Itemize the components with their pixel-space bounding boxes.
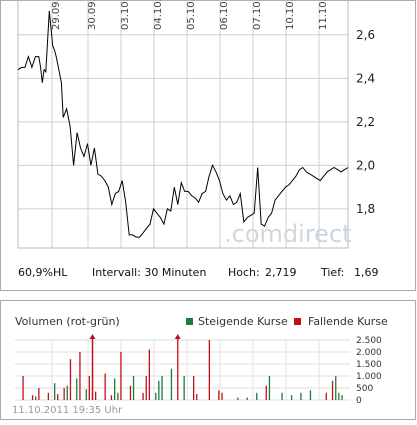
volume-bar bbox=[114, 378, 116, 400]
volume-bar bbox=[104, 373, 106, 400]
volume-bar bbox=[161, 376, 163, 400]
price-grid bbox=[18, 0, 348, 248]
date-tick: 29.09. bbox=[51, 0, 62, 30]
legend-up-swatch bbox=[186, 318, 193, 325]
volume-bar bbox=[331, 380, 334, 400]
legend-down-swatch bbox=[294, 318, 301, 325]
date-tick: 30.09. bbox=[87, 0, 98, 30]
volume-bar bbox=[290, 395, 293, 400]
volume-bar bbox=[95, 391, 97, 400]
volume-y-tick: 1.500 bbox=[356, 360, 382, 370]
volume-bar bbox=[142, 392, 144, 400]
volume-bar bbox=[35, 396, 37, 400]
volume-bar bbox=[281, 392, 283, 400]
legend-up-label: Steigende Kurse bbox=[198, 315, 288, 328]
volume-bar bbox=[38, 388, 40, 400]
high-label: Hoch: bbox=[228, 266, 260, 279]
volume-bar bbox=[110, 395, 113, 400]
volume-y-tick: 500 bbox=[356, 384, 373, 394]
volume-bar bbox=[183, 376, 185, 400]
volume-bar bbox=[218, 390, 220, 400]
volume-bar bbox=[54, 383, 56, 400]
volume-bar bbox=[335, 376, 337, 400]
volume-bars bbox=[22, 334, 343, 400]
volume-bar bbox=[309, 390, 312, 400]
volume-bar bbox=[221, 392, 223, 400]
volume-bar bbox=[132, 376, 135, 400]
volume-y-labels: 2.500 2.000 1.500 1.000 500 0 bbox=[356, 336, 382, 406]
volume-bar bbox=[69, 359, 72, 400]
volume-title: Volumen (rot-grün) bbox=[15, 315, 120, 328]
volume-bar bbox=[66, 385, 68, 400]
volume-bar bbox=[57, 394, 59, 400]
volume-bar bbox=[341, 395, 343, 400]
volume-bar bbox=[155, 392, 157, 400]
volume-bar bbox=[256, 392, 258, 400]
volume-bar bbox=[237, 397, 239, 400]
date-tick: 04.10. bbox=[153, 0, 164, 30]
date-labels: 29.09. 30.09. 03.10. 04.10. 05.10. 06.10. 07.1… bbox=[51, 0, 329, 30]
timestamp: 11.10.2011 19:35 Uhr bbox=[12, 405, 123, 416]
range-label: 60,9%HL bbox=[18, 266, 68, 279]
volume-y-tick: 1.000 bbox=[356, 372, 382, 382]
volume-bar bbox=[117, 392, 119, 400]
price-panel-frame bbox=[0, 0, 416, 291]
volume-bar bbox=[246, 397, 248, 400]
volume-bar bbox=[338, 392, 340, 400]
volume-y-tick: 2.000 bbox=[356, 348, 382, 358]
price-y-labels: 2,6 2,4 2,2 2,0 1,8 bbox=[356, 28, 375, 216]
volume-bar bbox=[265, 385, 267, 400]
volume-bar bbox=[85, 389, 87, 400]
price-y-tick: 2,6 bbox=[356, 28, 375, 42]
volume-bar bbox=[88, 376, 90, 400]
volume-overflow-arrow bbox=[174, 334, 181, 339]
volume-bar bbox=[325, 392, 327, 400]
volume-bar bbox=[129, 385, 132, 400]
price-plot-frame bbox=[17, 0, 349, 249]
volume-y-tick: 2.500 bbox=[356, 336, 382, 346]
date-tick: 10.10. bbox=[285, 0, 296, 30]
date-tick: 06.10. bbox=[219, 0, 230, 30]
volume-bar bbox=[47, 392, 49, 400]
volume-bar bbox=[148, 349, 150, 400]
date-tick: 03.10. bbox=[120, 0, 131, 30]
date-tick: 05.10. bbox=[186, 0, 197, 30]
volume-bar bbox=[193, 376, 195, 400]
volume-bar bbox=[79, 352, 81, 400]
volume-bar bbox=[158, 380, 160, 400]
volume-overflow-arrow bbox=[89, 334, 96, 339]
volume-grid bbox=[15, 339, 350, 401]
high-value: 2,719 bbox=[265, 266, 297, 279]
volume-bar bbox=[300, 392, 302, 400]
date-tick: 11.10. bbox=[318, 0, 329, 30]
volume-bar bbox=[31, 395, 34, 400]
volume-bar bbox=[170, 368, 173, 400]
legend-down-label: Fallende Kurse bbox=[308, 315, 388, 328]
price-y-tick: 1,8 bbox=[356, 202, 375, 216]
volume-bar bbox=[268, 376, 271, 400]
price-series-line bbox=[17, 10, 349, 238]
volume-bar bbox=[196, 394, 198, 400]
volume-bar bbox=[76, 378, 78, 400]
price-y-tick: 2,0 bbox=[356, 158, 375, 172]
volume-bar bbox=[22, 376, 24, 400]
watermark: .comdirect bbox=[224, 220, 352, 248]
volume-bar bbox=[120, 352, 122, 400]
volume-bar bbox=[63, 388, 65, 400]
date-tick: 07.10. bbox=[252, 0, 263, 30]
price-y-tick: 2,4 bbox=[356, 71, 375, 85]
low-value: 1,69 bbox=[354, 266, 379, 279]
interval-label: Intervall: 30 Minuten bbox=[92, 266, 206, 279]
volume-bar bbox=[145, 376, 147, 400]
price-y-tick: 2,2 bbox=[356, 115, 375, 129]
volume-bar bbox=[208, 340, 210, 400]
volume-y-tick: 0 bbox=[356, 396, 362, 406]
low-label: Tief: bbox=[320, 266, 344, 279]
